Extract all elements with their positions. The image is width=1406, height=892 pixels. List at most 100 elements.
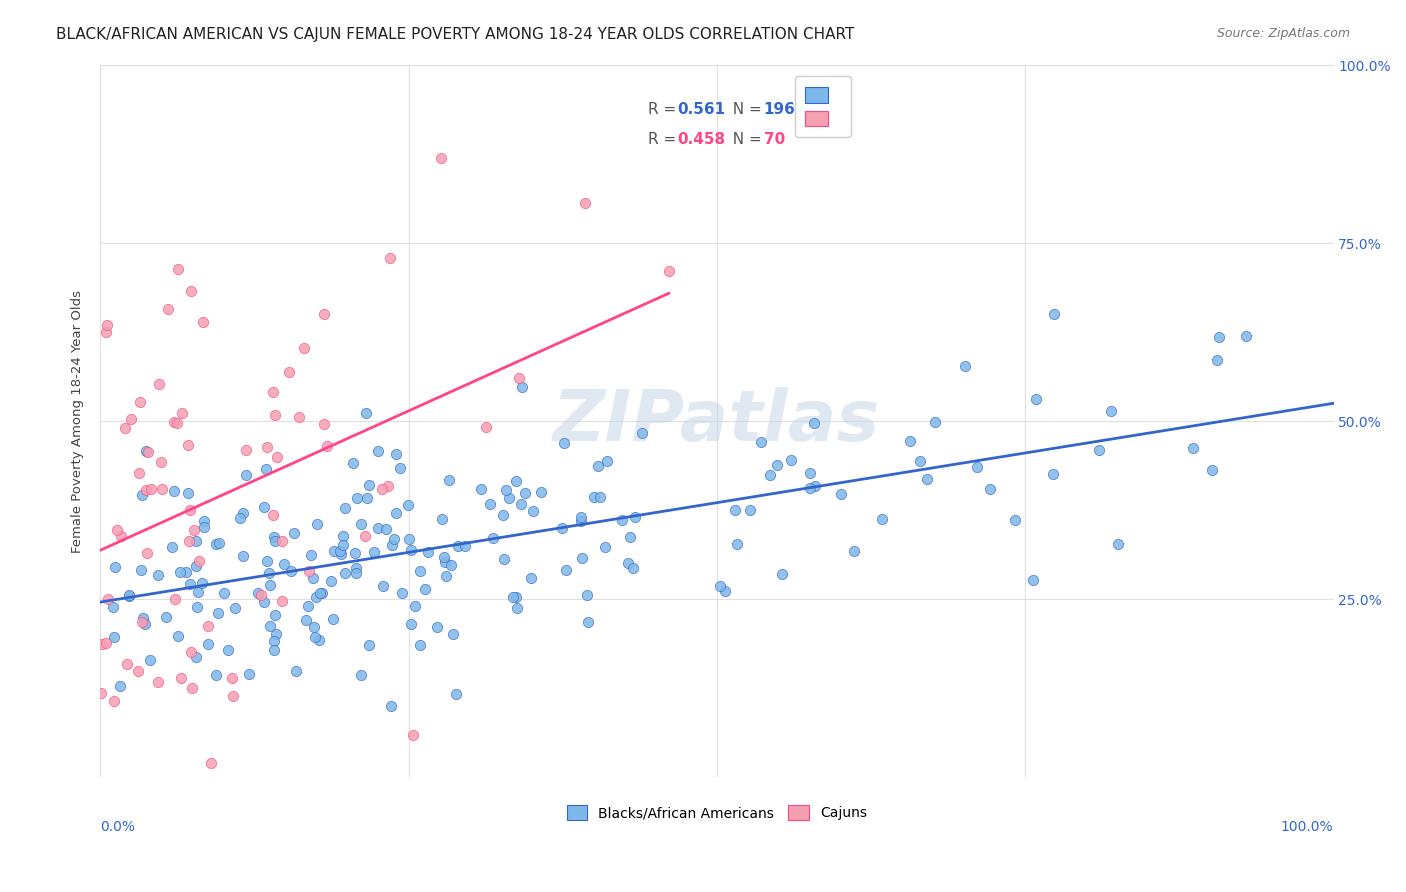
Point [138, 653, 160, 667]
Point [738, 503, 761, 517]
Point [150, 455, 173, 469]
Point [714, 584, 737, 599]
Point [441, 626, 464, 640]
Point [256, 554, 278, 568]
Point [396, 498, 419, 512]
Point [278, 366, 301, 380]
Point [129, 563, 152, 577]
Legend: Blacks/African Americans, Cajuns: Blacks/African Americans, Cajuns [560, 798, 875, 827]
Point [770, 567, 793, 582]
Point [259, 578, 281, 592]
Point [302, 571, 325, 585]
Point [333, 500, 356, 515]
Point [329, 544, 352, 558]
Point [256, 440, 278, 454]
Point [631, 426, 654, 441]
Point [332, 538, 354, 552]
Point [235, 467, 257, 482]
Point [207, 606, 229, 620]
Point [979, 482, 1001, 496]
Point [1088, 442, 1111, 457]
Point [263, 530, 285, 544]
Point [309, 586, 332, 600]
Point [169, 565, 191, 579]
Point [184, 533, 207, 548]
Point [409, 638, 432, 652]
Point [301, 548, 323, 562]
Point [176, 438, 198, 452]
Point [1021, 573, 1043, 587]
Point [658, 263, 681, 277]
Point [530, 485, 553, 500]
Point [127, 664, 149, 678]
Point [399, 543, 422, 558]
Point [475, 420, 498, 434]
Point [725, 537, 748, 551]
Point [177, 485, 200, 500]
Point [193, 514, 215, 528]
Point [187, 584, 209, 599]
Point [551, 521, 574, 535]
Point [273, 557, 295, 571]
Point [186, 600, 208, 615]
Point [186, 558, 208, 573]
Point [910, 454, 932, 468]
Point [415, 582, 437, 596]
Point [323, 544, 346, 558]
Point [481, 531, 503, 545]
Point [232, 506, 254, 520]
Point [1042, 467, 1064, 481]
Text: 0.458: 0.458 [678, 132, 725, 147]
Point [105, 523, 128, 537]
Point [103, 630, 125, 644]
Point [505, 590, 527, 604]
Point [136, 546, 159, 560]
Point [363, 545, 385, 559]
Point [371, 579, 394, 593]
Point [1201, 462, 1223, 476]
Point [621, 561, 644, 575]
Point [367, 521, 389, 535]
Point [315, 439, 337, 453]
Text: R =: R = [648, 132, 681, 147]
Point [165, 592, 187, 607]
Point [263, 534, 285, 549]
Point [262, 508, 284, 522]
Point [229, 511, 252, 525]
Point [588, 459, 610, 474]
Point [135, 483, 157, 497]
Point [1182, 441, 1205, 455]
Point [224, 600, 246, 615]
Point [297, 599, 319, 613]
Point [312, 308, 335, 322]
Point [294, 341, 316, 355]
Point [266, 450, 288, 464]
Point [404, 599, 426, 614]
Point [391, 586, 413, 600]
Point [346, 491, 368, 505]
Point [513, 486, 536, 500]
Point [382, 532, 405, 546]
Point [263, 634, 285, 648]
Point [304, 620, 326, 634]
Point [131, 615, 153, 629]
Text: N =: N = [723, 132, 766, 147]
Point [399, 616, 422, 631]
Point [799, 466, 821, 480]
Point [308, 633, 330, 648]
Point [765, 458, 787, 472]
Point [522, 503, 544, 517]
Point [574, 195, 596, 210]
Point [966, 460, 988, 475]
Point [179, 577, 201, 591]
Point [259, 619, 281, 633]
Point [187, 554, 209, 568]
Point [1025, 392, 1047, 406]
Point [253, 500, 276, 514]
Point [238, 667, 260, 681]
Point [709, 580, 731, 594]
Point [235, 442, 257, 457]
Point [298, 564, 321, 578]
Text: 0.561: 0.561 [678, 102, 725, 117]
Point [90, 637, 112, 651]
